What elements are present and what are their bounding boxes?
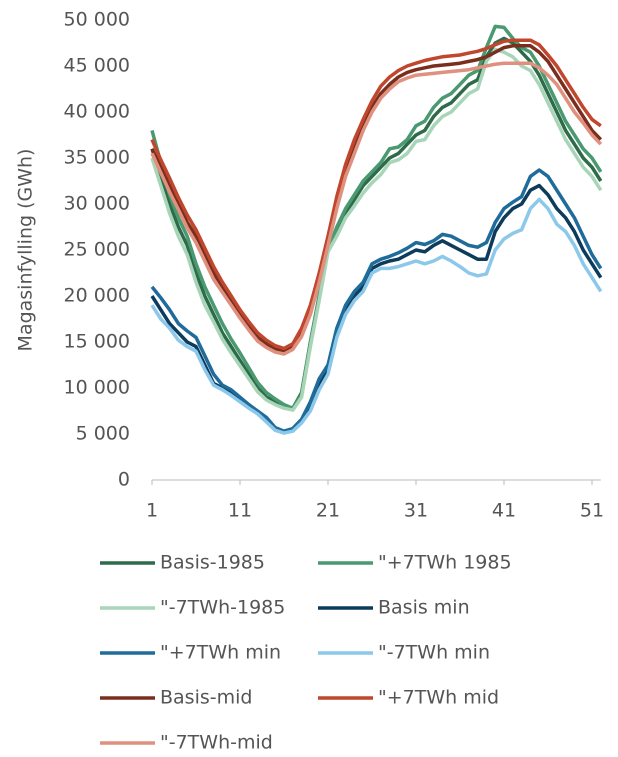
legend-label: "-7TWh-mid	[160, 732, 273, 754]
y-tick-label: 5 000	[76, 423, 130, 445]
x-tick-label: 11	[228, 500, 252, 522]
x-tick-label: 1	[146, 500, 158, 522]
series-line	[150, 36, 603, 410]
y-axis-title: Magasinfylling (GWh)	[15, 149, 37, 352]
y-tick-label: 15 000	[64, 331, 130, 353]
legend-label: "-7TWh min	[378, 642, 490, 664]
series-line	[150, 47, 603, 412]
series-line	[150, 24, 603, 410]
series-line	[150, 38, 602, 351]
x-tick-label: 41	[492, 500, 516, 522]
x-tick-label: 21	[316, 500, 340, 522]
y-tick-label: 50 000	[64, 9, 130, 31]
y-tick-label: 20 000	[64, 285, 130, 307]
legend-label: Basis-1985	[160, 552, 265, 574]
x-tick-label: 51	[580, 500, 604, 522]
y-tick-label: 25 000	[64, 239, 130, 261]
series-line	[150, 61, 603, 356]
series-line	[150, 197, 603, 435]
y-tick-label: 10 000	[64, 377, 130, 399]
y-tick-label: 0	[118, 469, 130, 491]
legend-label: Basis-mid	[160, 687, 252, 709]
legend-label: "+7TWh 1985	[378, 552, 512, 574]
legend-label: "+7TWh mid	[378, 687, 499, 709]
legend-label: "-7TWh-1985	[160, 597, 285, 619]
legend-label: "+7TWh min	[160, 642, 281, 664]
y-tick-label: 40 000	[64, 101, 130, 123]
series-line	[150, 44, 603, 353]
y-tick-label: 35 000	[64, 147, 130, 169]
series-line	[150, 168, 603, 433]
y-tick-label: 45 000	[64, 55, 130, 77]
x-tick-label: 31	[404, 500, 428, 522]
legend-label: Basis min	[378, 597, 470, 619]
y-tick-label: 30 000	[64, 193, 130, 215]
series-line	[150, 183, 603, 434]
